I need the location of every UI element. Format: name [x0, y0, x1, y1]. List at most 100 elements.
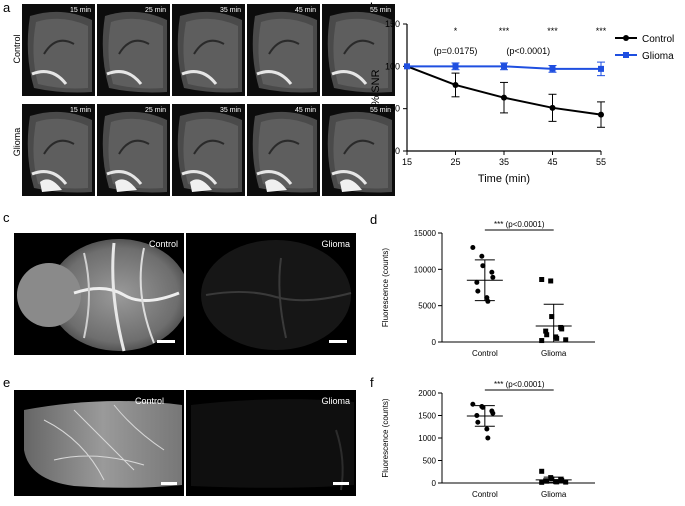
y-tick-label: 100: [385, 61, 400, 71]
scale-bar: [157, 340, 175, 343]
data-point: [549, 104, 556, 111]
time-label: 15 min: [69, 7, 91, 14]
data-point: [475, 288, 481, 294]
ventricle: [268, 139, 300, 155]
mri-slice-drawing: [102, 111, 167, 193]
scale-bar: [329, 340, 347, 343]
time-label: 25 min: [144, 107, 166, 114]
significance-marker: ***: [499, 26, 510, 36]
ventricle: [43, 139, 75, 155]
y-tick-label: 0: [395, 146, 400, 156]
data-point: [480, 404, 486, 410]
mri-slice-drawing: [327, 111, 392, 193]
ventricle: [118, 139, 150, 155]
ventricle: [343, 139, 375, 155]
time-label: 15 min: [69, 107, 91, 114]
mri-slice-drawing: [327, 11, 392, 93]
bright-region: [31, 170, 68, 185]
brain-top-glioma-drawing: [201, 240, 352, 350]
brain-image-control-side: Control: [14, 390, 184, 496]
y-axis-label: Fluorescence (counts): [381, 248, 390, 327]
data-point: [480, 263, 486, 269]
mri-slice-drawing: [252, 111, 317, 193]
time-label: 55 min: [369, 7, 391, 14]
data-point: [452, 63, 459, 70]
y-tick-label: 2000: [418, 389, 436, 398]
mri-tile: 35 min: [172, 104, 245, 196]
image-caption: Glioma: [321, 396, 350, 406]
brain-image-glioma-top: Glioma: [186, 233, 356, 355]
mri-slice-drawing: [177, 111, 242, 193]
y-tick-label: 10000: [414, 265, 437, 274]
legend-label: Control: [642, 34, 674, 45]
data-point: [549, 65, 556, 72]
data-point: [544, 332, 550, 338]
data-point: [479, 253, 485, 259]
panel-label-f: f: [370, 375, 374, 390]
data-point: [598, 111, 604, 118]
data-point: [548, 278, 554, 284]
y-tick-label: 15000: [414, 229, 437, 238]
significance-marker: ***: [596, 26, 607, 36]
x-tick-label: 45: [547, 157, 557, 167]
cortex-shape: [49, 239, 184, 351]
bright-region: [106, 70, 143, 85]
data-point: [474, 279, 480, 285]
time-label: 35 min: [219, 7, 241, 14]
bright-region: [265, 179, 287, 192]
x-tick-label: Glioma: [541, 349, 567, 358]
mri-tile: 15 min: [22, 104, 95, 196]
vessel: [278, 257, 287, 339]
bright-region: [31, 70, 68, 85]
data-point: [559, 326, 565, 332]
mri-slice-drawing: [102, 11, 167, 93]
y-axis-label: % SNR: [370, 69, 382, 105]
significance-marker: ***: [547, 26, 558, 36]
ventricle: [193, 139, 225, 155]
data-point: [563, 337, 569, 343]
ventricle: [193, 39, 225, 55]
bright-region: [340, 179, 362, 192]
scale-bar: [333, 482, 349, 485]
y-tick-label: 50: [390, 104, 400, 114]
fluorescence-dot-plot-top: 0 5000 10000 15000 Fluorescence (counts) Cont…: [381, 220, 595, 358]
bright-region: [115, 179, 137, 192]
cortex-shape: [24, 401, 182, 488]
data-point: [470, 401, 476, 407]
mri-tile: 35 min: [172, 4, 245, 96]
image-caption: Glioma: [321, 239, 350, 249]
bright-region: [331, 170, 368, 185]
cortex-shape: [201, 240, 351, 350]
data-point: [539, 277, 545, 283]
mri-slice-drawing: [27, 11, 92, 93]
x-tick-label: Control: [472, 349, 498, 358]
y-tick-label: 5000: [418, 302, 436, 311]
vessel-network: [43, 404, 165, 481]
bright-region: [256, 170, 293, 185]
data-point: [554, 335, 560, 341]
vessel: [205, 290, 352, 302]
bright-region: [40, 179, 62, 192]
data-point: [470, 245, 476, 251]
legend-marker: [623, 52, 629, 58]
mri-slice-drawing: [177, 11, 242, 93]
scale-bar: [161, 482, 177, 485]
data-point: [475, 419, 481, 425]
data-point: [543, 328, 549, 334]
mri-tile: 45 min: [247, 104, 320, 196]
legend-label: Glioma: [642, 51, 674, 62]
time-label: 35 min: [219, 107, 241, 114]
panel-label-c: c: [3, 210, 10, 225]
vessel: [73, 287, 180, 302]
data-point: [544, 478, 550, 484]
ventricle: [343, 39, 375, 55]
mri-tile: 55 min: [322, 4, 395, 96]
x-tick-label: Glioma: [541, 490, 567, 499]
mri-tile: 25 min: [97, 4, 170, 96]
mri-slice-drawing: [27, 111, 92, 193]
p-value-annotation: (p=0.0175): [434, 46, 478, 56]
data-point: [539, 468, 545, 474]
mri-tile: 55 min: [322, 104, 395, 196]
data-point: [554, 479, 560, 485]
